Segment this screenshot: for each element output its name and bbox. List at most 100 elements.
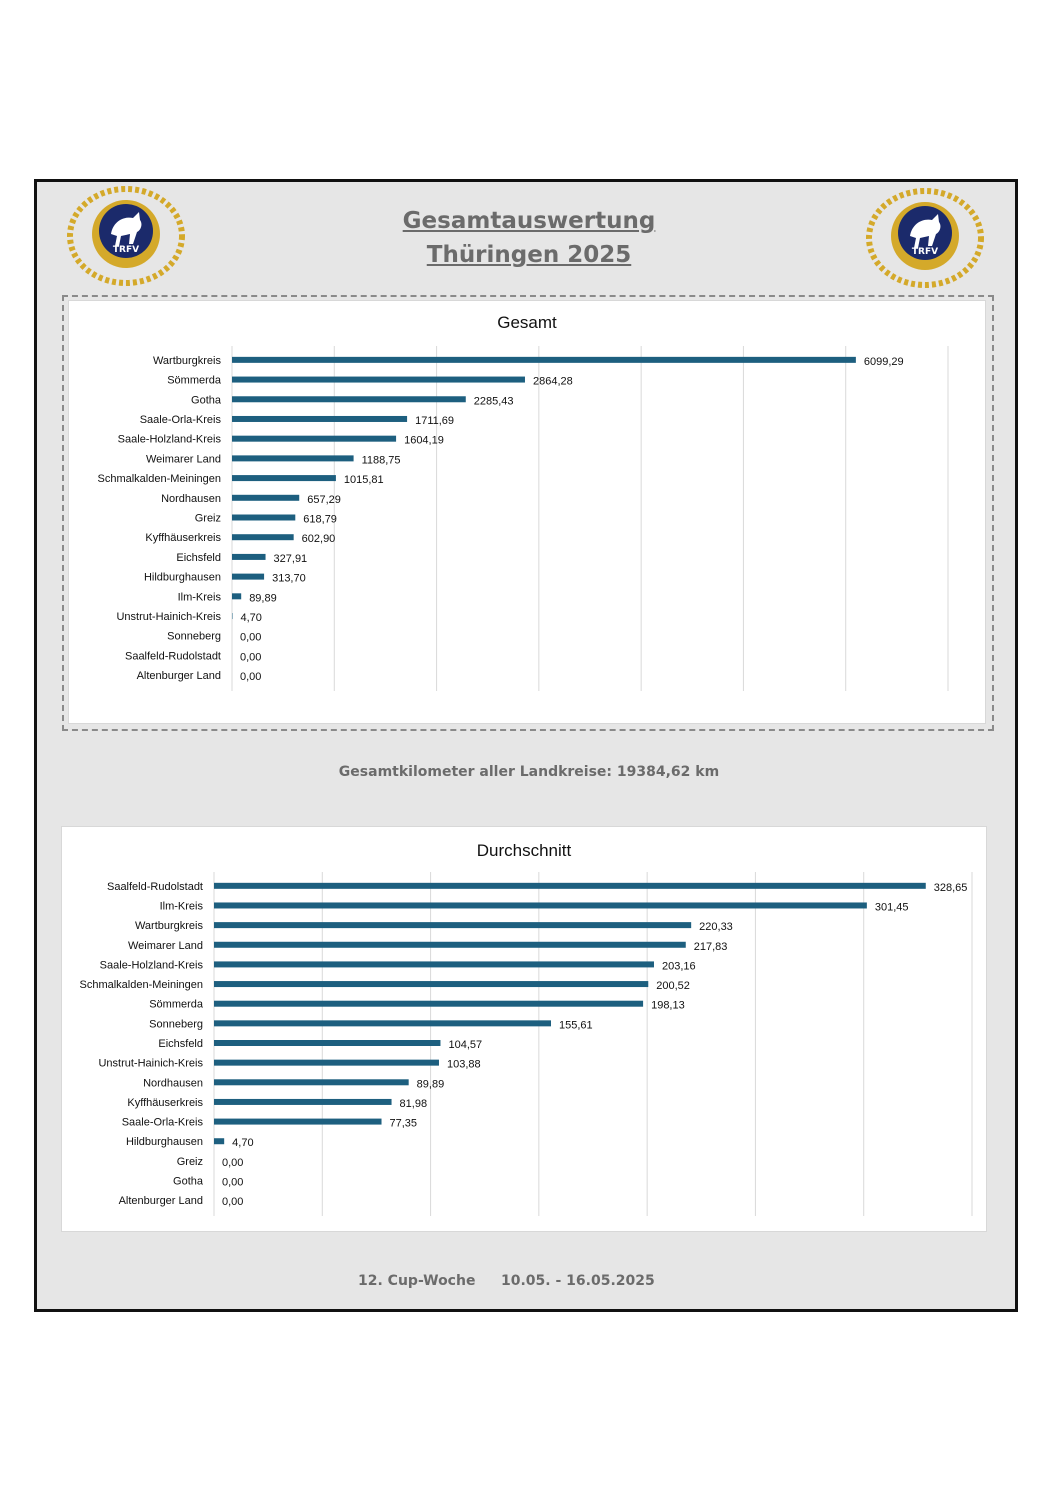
data-label: 618,79	[303, 514, 337, 526]
data-label: 327,91	[274, 553, 308, 565]
category-label: Eichsfeld	[158, 1038, 203, 1050]
laurel-wreath-icon	[866, 188, 984, 288]
data-label: 203,16	[662, 960, 696, 972]
bar	[214, 1079, 409, 1086]
bar	[232, 376, 525, 383]
trfv-logo-left: TRFV	[67, 186, 185, 286]
data-label: 198,13	[651, 1000, 685, 1012]
data-label: 104,57	[448, 1039, 482, 1051]
bar	[232, 455, 354, 462]
category-label: Saale-Orla-Kreis	[140, 414, 222, 426]
category-label: Wartburgkreis	[135, 920, 204, 932]
data-label: 0,00	[222, 1177, 243, 1189]
chart-gesamt-border	[62, 295, 994, 731]
bar	[232, 356, 856, 363]
data-label: 217,83	[694, 941, 728, 953]
data-label: 0,00	[222, 1157, 243, 1169]
chart-durchschnitt-plot: Saalfeld-Rudolstadt 328,65 Ilm-Kreis 301,45…	[79, 872, 973, 1216]
category-label: Kyffhäuserkreis	[127, 1097, 203, 1109]
logo-text: TRFV	[113, 245, 139, 255]
category-label: Eichsfeld	[176, 552, 221, 564]
page-title-line1: Gesamtauswertung	[402, 208, 656, 234]
data-label: 155,61	[559, 1019, 593, 1031]
bar	[232, 475, 336, 482]
horse-icon	[111, 212, 142, 246]
bar	[232, 396, 466, 403]
category-label: Altenburger Land	[119, 1195, 203, 1207]
category-label: Sonneberg	[167, 631, 221, 643]
bar	[232, 415, 408, 422]
data-label: 301,45	[875, 901, 909, 913]
data-label: 0,00	[240, 671, 261, 683]
category-label: Saale-Holzland-Kreis	[118, 434, 222, 446]
category-label: Saale-Holzland-Kreis	[100, 959, 204, 971]
trfv-logo-right: TRFV	[866, 188, 984, 288]
data-label: 2864,28	[533, 376, 573, 388]
category-label: Weimarer Land	[146, 453, 221, 465]
data-label: 0,00	[222, 1196, 243, 1208]
category-label: Hildburghausen	[144, 572, 221, 584]
data-label: 2285,43	[474, 395, 514, 407]
footer-week: 12. Cup-Woche	[358, 1273, 476, 1289]
data-label: 81,98	[400, 1098, 428, 1110]
data-label: 657,29	[307, 494, 341, 506]
data-label: 328,65	[934, 882, 968, 894]
chart-gesamt: Gesamt Wartburgkreis 6099,29 Sömmerda 2864,…	[68, 300, 986, 724]
category-label: Unstrut-Hainich-Kreis	[116, 611, 221, 623]
category-label: Nordhausen	[161, 493, 221, 505]
bar	[214, 961, 654, 968]
category-label: Greiz	[177, 1156, 203, 1168]
category-label: Greiz	[195, 513, 221, 525]
category-label: Gotha	[173, 1176, 204, 1188]
bar	[232, 514, 296, 521]
category-label: Sömmerda	[149, 999, 204, 1011]
category-label: Schmalkalden-Meiningen	[79, 979, 203, 991]
category-label: Saalfeld-Rudolstadt	[107, 881, 203, 893]
category-label: Sömmerda	[167, 375, 222, 387]
logo-text: TRFV	[912, 247, 938, 257]
bar	[214, 1138, 225, 1145]
category-label: Weimarer Land	[128, 940, 203, 952]
bar	[232, 494, 300, 501]
horse-icon	[910, 214, 941, 248]
data-label: 602,90	[302, 533, 336, 545]
chart-title: Gesamt	[497, 313, 557, 332]
data-label: 220,33	[699, 921, 733, 933]
category-label: Gotha	[191, 394, 222, 406]
data-label: 1711,69	[415, 415, 454, 427]
bar	[214, 1059, 439, 1066]
bar	[214, 1098, 392, 1105]
bar	[214, 941, 686, 948]
category-label: Ilm-Kreis	[178, 591, 222, 603]
category-label: Ilm-Kreis	[160, 900, 204, 912]
data-label: 4,70	[232, 1137, 253, 1149]
category-label: Altenburger Land	[137, 670, 221, 682]
data-label: 200,52	[656, 980, 690, 992]
data-label: 1604,19	[404, 435, 444, 447]
bar	[214, 922, 692, 929]
data-label: 4,70	[240, 612, 261, 624]
bar	[214, 981, 649, 988]
page-title-line2: Thüringen 2025	[426, 242, 632, 268]
data-label: 77,35	[390, 1118, 418, 1130]
bar	[232, 573, 265, 580]
chart-durchschnitt: Durchschnitt Saalfeld-Rudolstadt 328,65 Il…	[61, 826, 987, 1232]
laurel-wreath-icon	[67, 186, 185, 286]
bar	[214, 1020, 552, 1027]
bar	[214, 1040, 441, 1046]
data-label: 313,70	[272, 573, 306, 585]
bar	[232, 593, 242, 600]
category-label: Nordhausen	[143, 1077, 203, 1089]
data-label: 1188,75	[362, 454, 401, 466]
bar	[214, 882, 926, 889]
data-label: 0,00	[240, 632, 261, 644]
bar	[214, 1000, 644, 1007]
bar	[232, 534, 294, 541]
bar	[232, 435, 397, 442]
bar	[214, 1118, 382, 1125]
category-label: Saalfeld-Rudolstadt	[125, 650, 221, 662]
data-label: 6099,29	[864, 356, 904, 368]
data-label: 1015,81	[344, 474, 384, 486]
data-label: 89,89	[249, 592, 277, 604]
data-label: 0,00	[240, 651, 261, 663]
